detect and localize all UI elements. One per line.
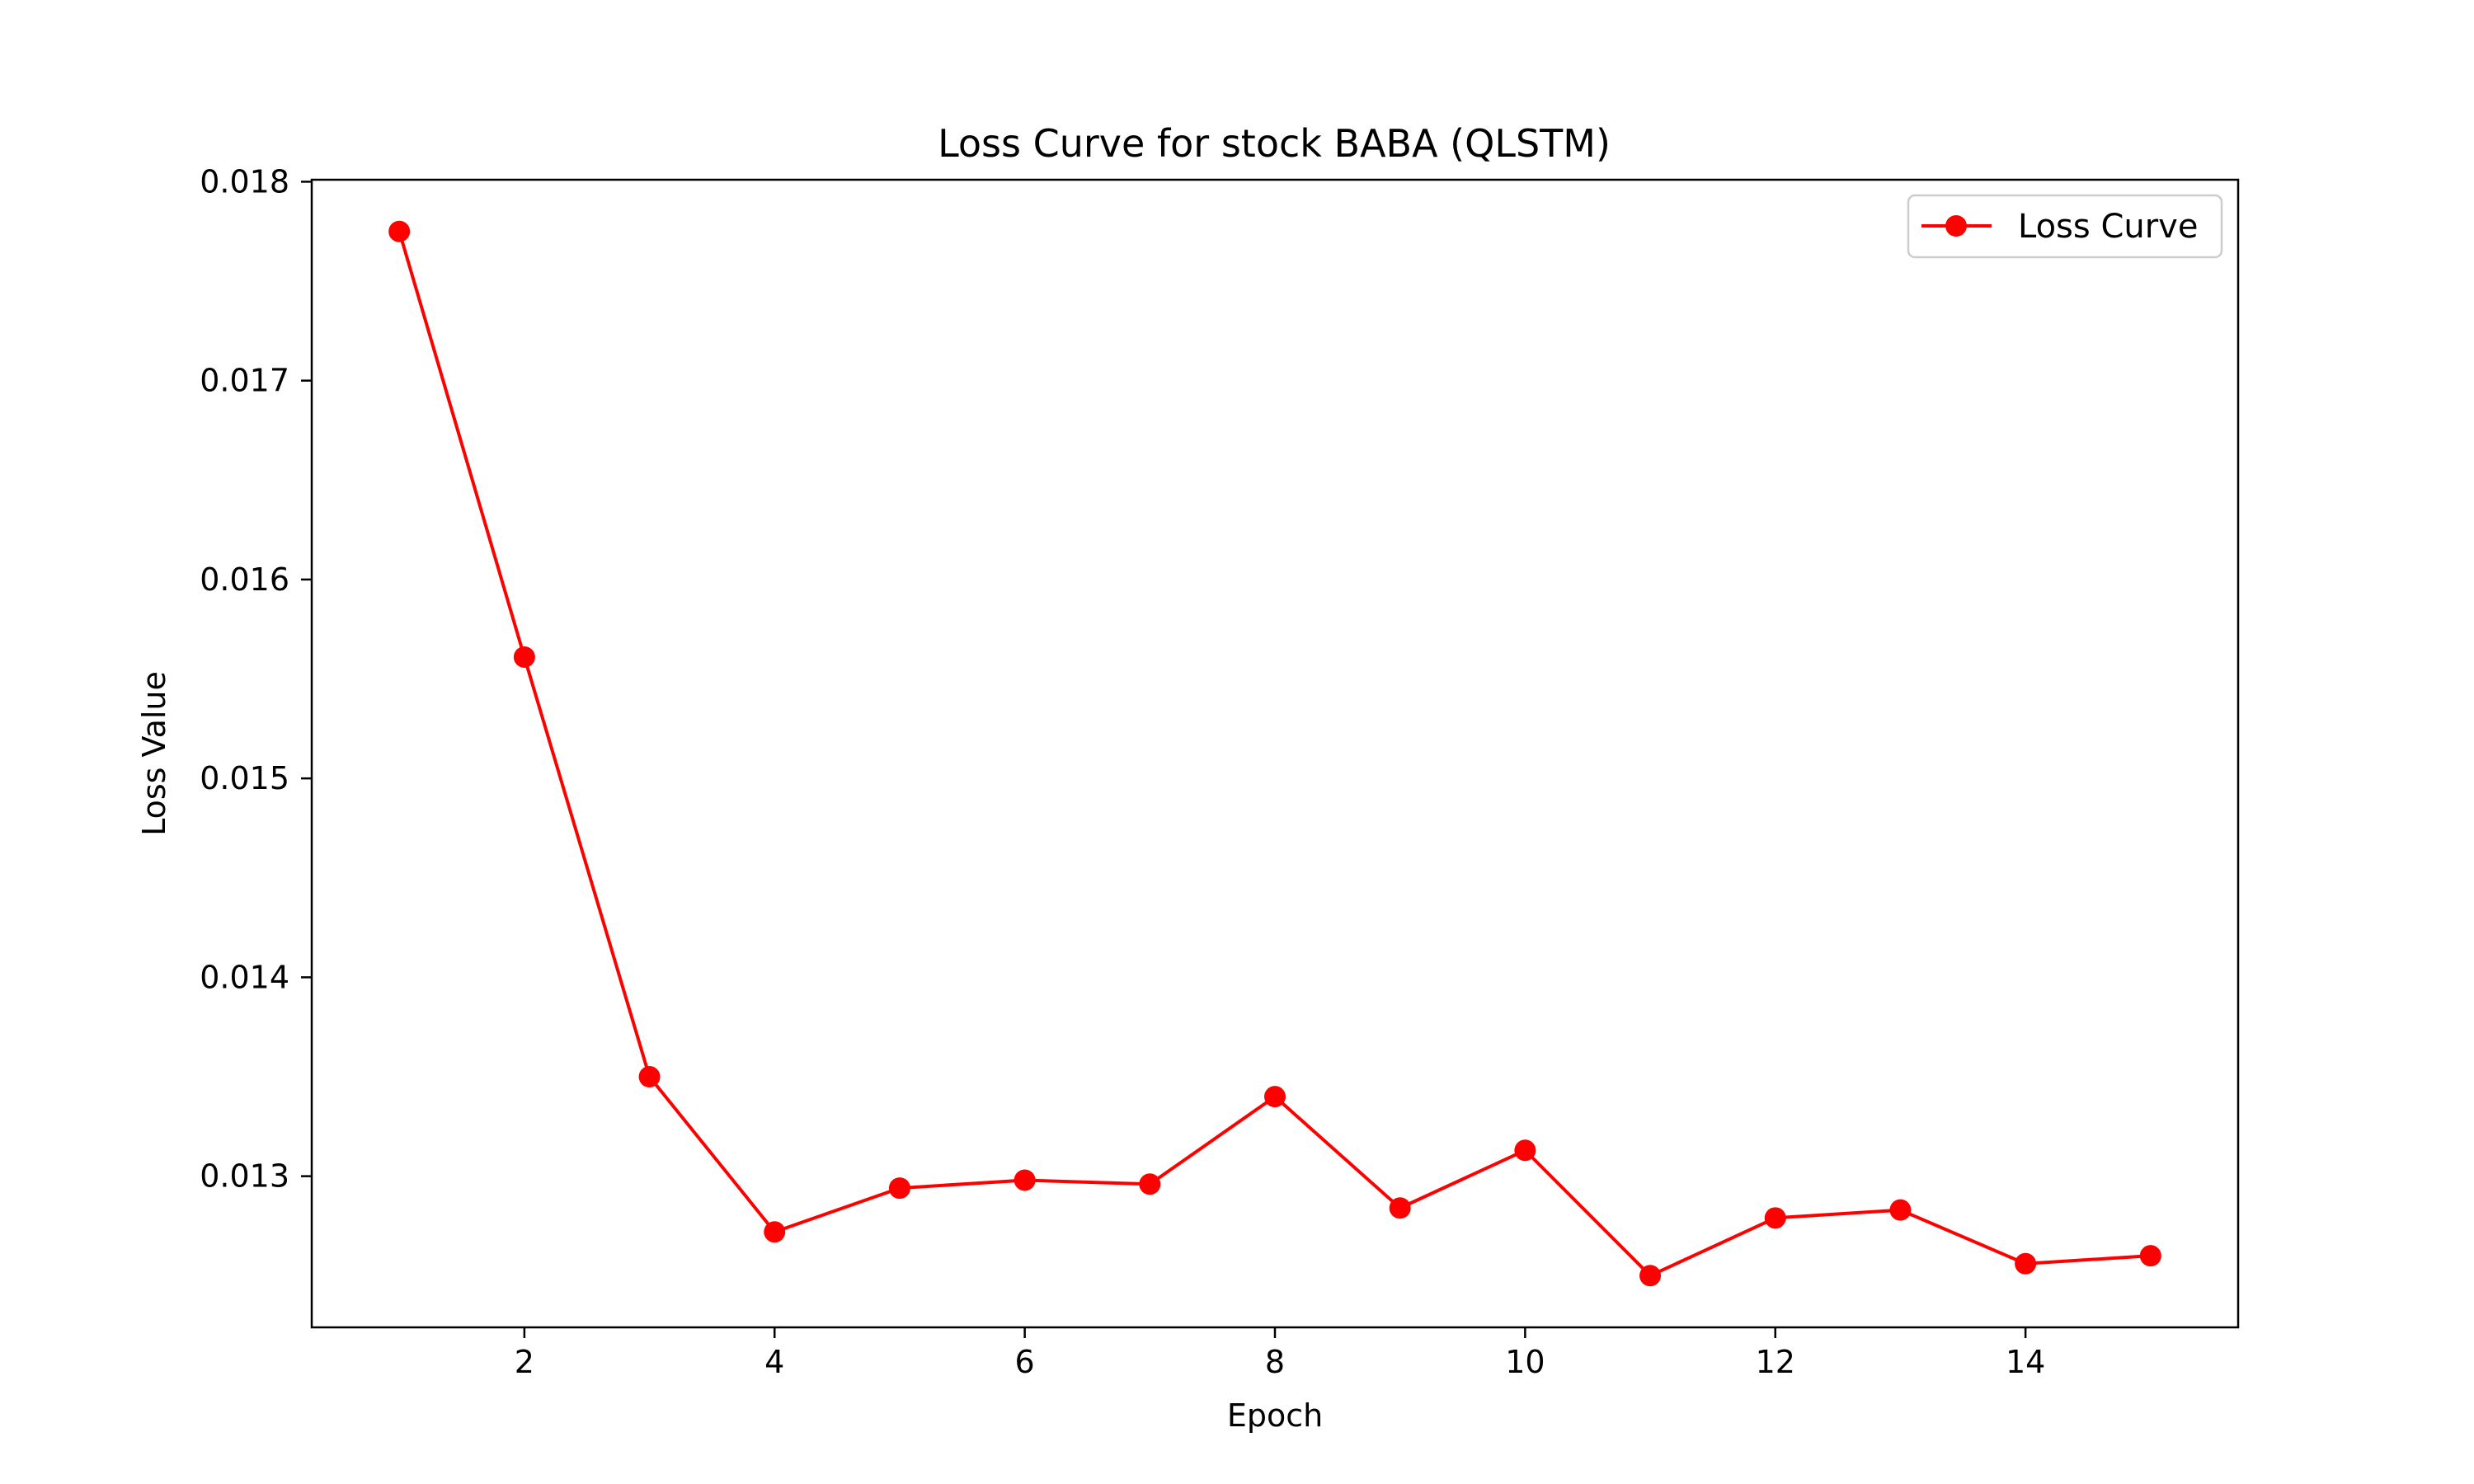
- legend-box: [1907, 194, 2223, 259]
- x-axis-label: Epoch: [1227, 1397, 1323, 1434]
- x-tick-label: 14: [2006, 1344, 2045, 1380]
- chart-title: Loss Curve for stock BABA (QLSTM): [938, 121, 1611, 166]
- data-point: [1139, 1173, 1161, 1195]
- plot-area: [388, 220, 2161, 1287]
- y-tick-label: 0.013: [200, 1158, 289, 1195]
- data-point: [1264, 1086, 1286, 1108]
- data-point: [638, 1066, 661, 1088]
- data-point: [1014, 1169, 1036, 1191]
- x-tick-label: 2: [515, 1344, 534, 1380]
- y-tick-label: 0.015: [200, 760, 289, 796]
- legend: Loss Curve: [1907, 194, 2223, 259]
- data-point: [764, 1221, 786, 1243]
- data-point: [388, 220, 411, 242]
- legend-label: Loss Curve: [2018, 208, 2198, 246]
- data-point: [1639, 1265, 1662, 1287]
- x-axis: 2 4 6 8 10 12 14: [515, 1327, 2045, 1380]
- data-point: [1389, 1197, 1411, 1219]
- y-tick-label: 0.014: [200, 959, 289, 995]
- x-tick-label: 12: [1756, 1344, 1795, 1380]
- y-tick-label: 0.018: [200, 163, 289, 200]
- x-tick-label: 8: [1265, 1344, 1285, 1380]
- x-tick-label: 4: [764, 1344, 784, 1380]
- legend-marker-swatch: [1945, 215, 1967, 237]
- data-point: [888, 1177, 910, 1200]
- x-tick-label: 10: [1505, 1344, 1545, 1380]
- data-point: [1889, 1199, 1912, 1221]
- data-point: [513, 646, 535, 668]
- y-axis: 0.013 0.014 0.015 0.016 0.017 0.018: [200, 163, 312, 1195]
- data-point: [1764, 1207, 1786, 1229]
- data-point: [2015, 1252, 2037, 1275]
- x-tick-label: 6: [1015, 1344, 1035, 1380]
- data-point: [2139, 1245, 2161, 1267]
- data-point: [1514, 1139, 1536, 1162]
- y-axis-label: Loss Value: [136, 671, 172, 836]
- y-tick-label: 0.017: [200, 363, 289, 399]
- y-tick-label: 0.016: [200, 561, 289, 598]
